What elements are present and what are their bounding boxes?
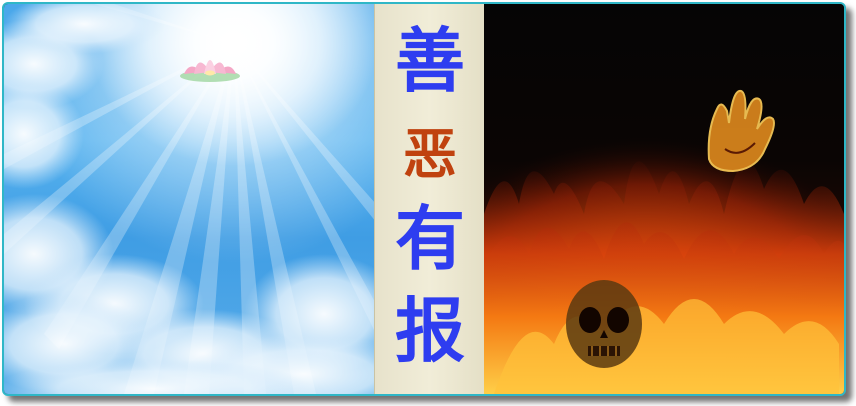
title-char-3: 有 [395,198,465,280]
hell-panel [484,4,844,394]
lotus-icon [180,60,240,82]
flames [484,161,844,394]
fire-illustration [484,89,844,394]
skull-icon [566,280,642,368]
heaven-panel [4,4,376,394]
title-char-2: 恶 [403,123,457,186]
title-char-4: 报 [395,290,465,372]
hand-icon [707,89,775,173]
title-char-1: 善 [395,20,465,102]
clouds [4,4,376,394]
sky-illustration [4,4,376,394]
banner-frame: 善 恶 有 报 [2,2,846,396]
title-strip: 善 恶 有 报 [374,4,486,394]
